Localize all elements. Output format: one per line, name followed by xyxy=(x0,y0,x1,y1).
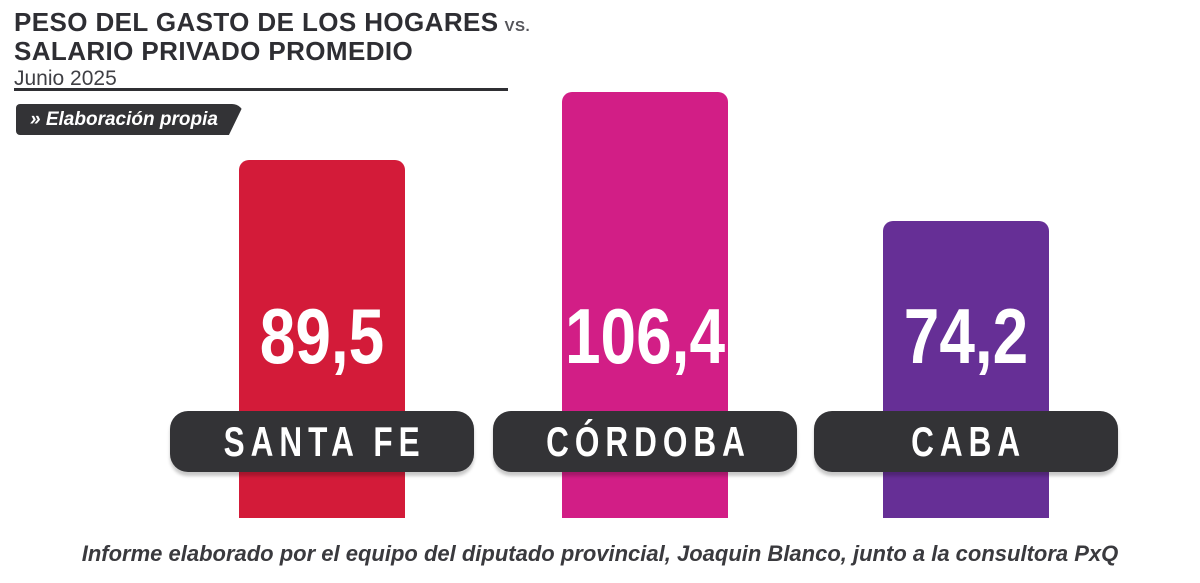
chart-subtitle: Junio 2025 xyxy=(14,67,117,90)
title-vs-label: VS. xyxy=(504,18,531,35)
category-label-cordoba: CÓRDOBA xyxy=(545,417,751,465)
chart-title-line2: SALARIO PRIVADO PROMEDIO xyxy=(14,36,414,66)
category-pill-caba: CABA xyxy=(814,411,1118,472)
title-underline-rule xyxy=(14,88,508,91)
bar-value-santa-fe: 89,5 xyxy=(259,292,385,380)
bar-value-caba: 74,2 xyxy=(903,292,1029,380)
chart-title-line1: PESO DEL GASTO DE LOS HOGARES VS. xyxy=(14,7,574,39)
category-label-santa-fe: SANTA FE xyxy=(223,417,426,465)
source-badge: » Elaboración propia xyxy=(16,104,244,135)
category-pill-cordoba: CÓRDOBA xyxy=(493,411,797,472)
title-text-line1: PESO DEL GASTO DE LOS HOGARES xyxy=(14,7,499,37)
chart-header: PESO DEL GASTO DE LOS HOGARES VS. SALARIO… xyxy=(14,7,574,91)
credit-line: Informe elaborado por el equipo del dipu… xyxy=(81,541,1119,566)
category-pill-santa-fe: SANTA FE xyxy=(170,411,474,472)
bar-value-cordoba: 106,4 xyxy=(564,292,726,380)
category-label-caba: CABA xyxy=(911,417,1027,465)
